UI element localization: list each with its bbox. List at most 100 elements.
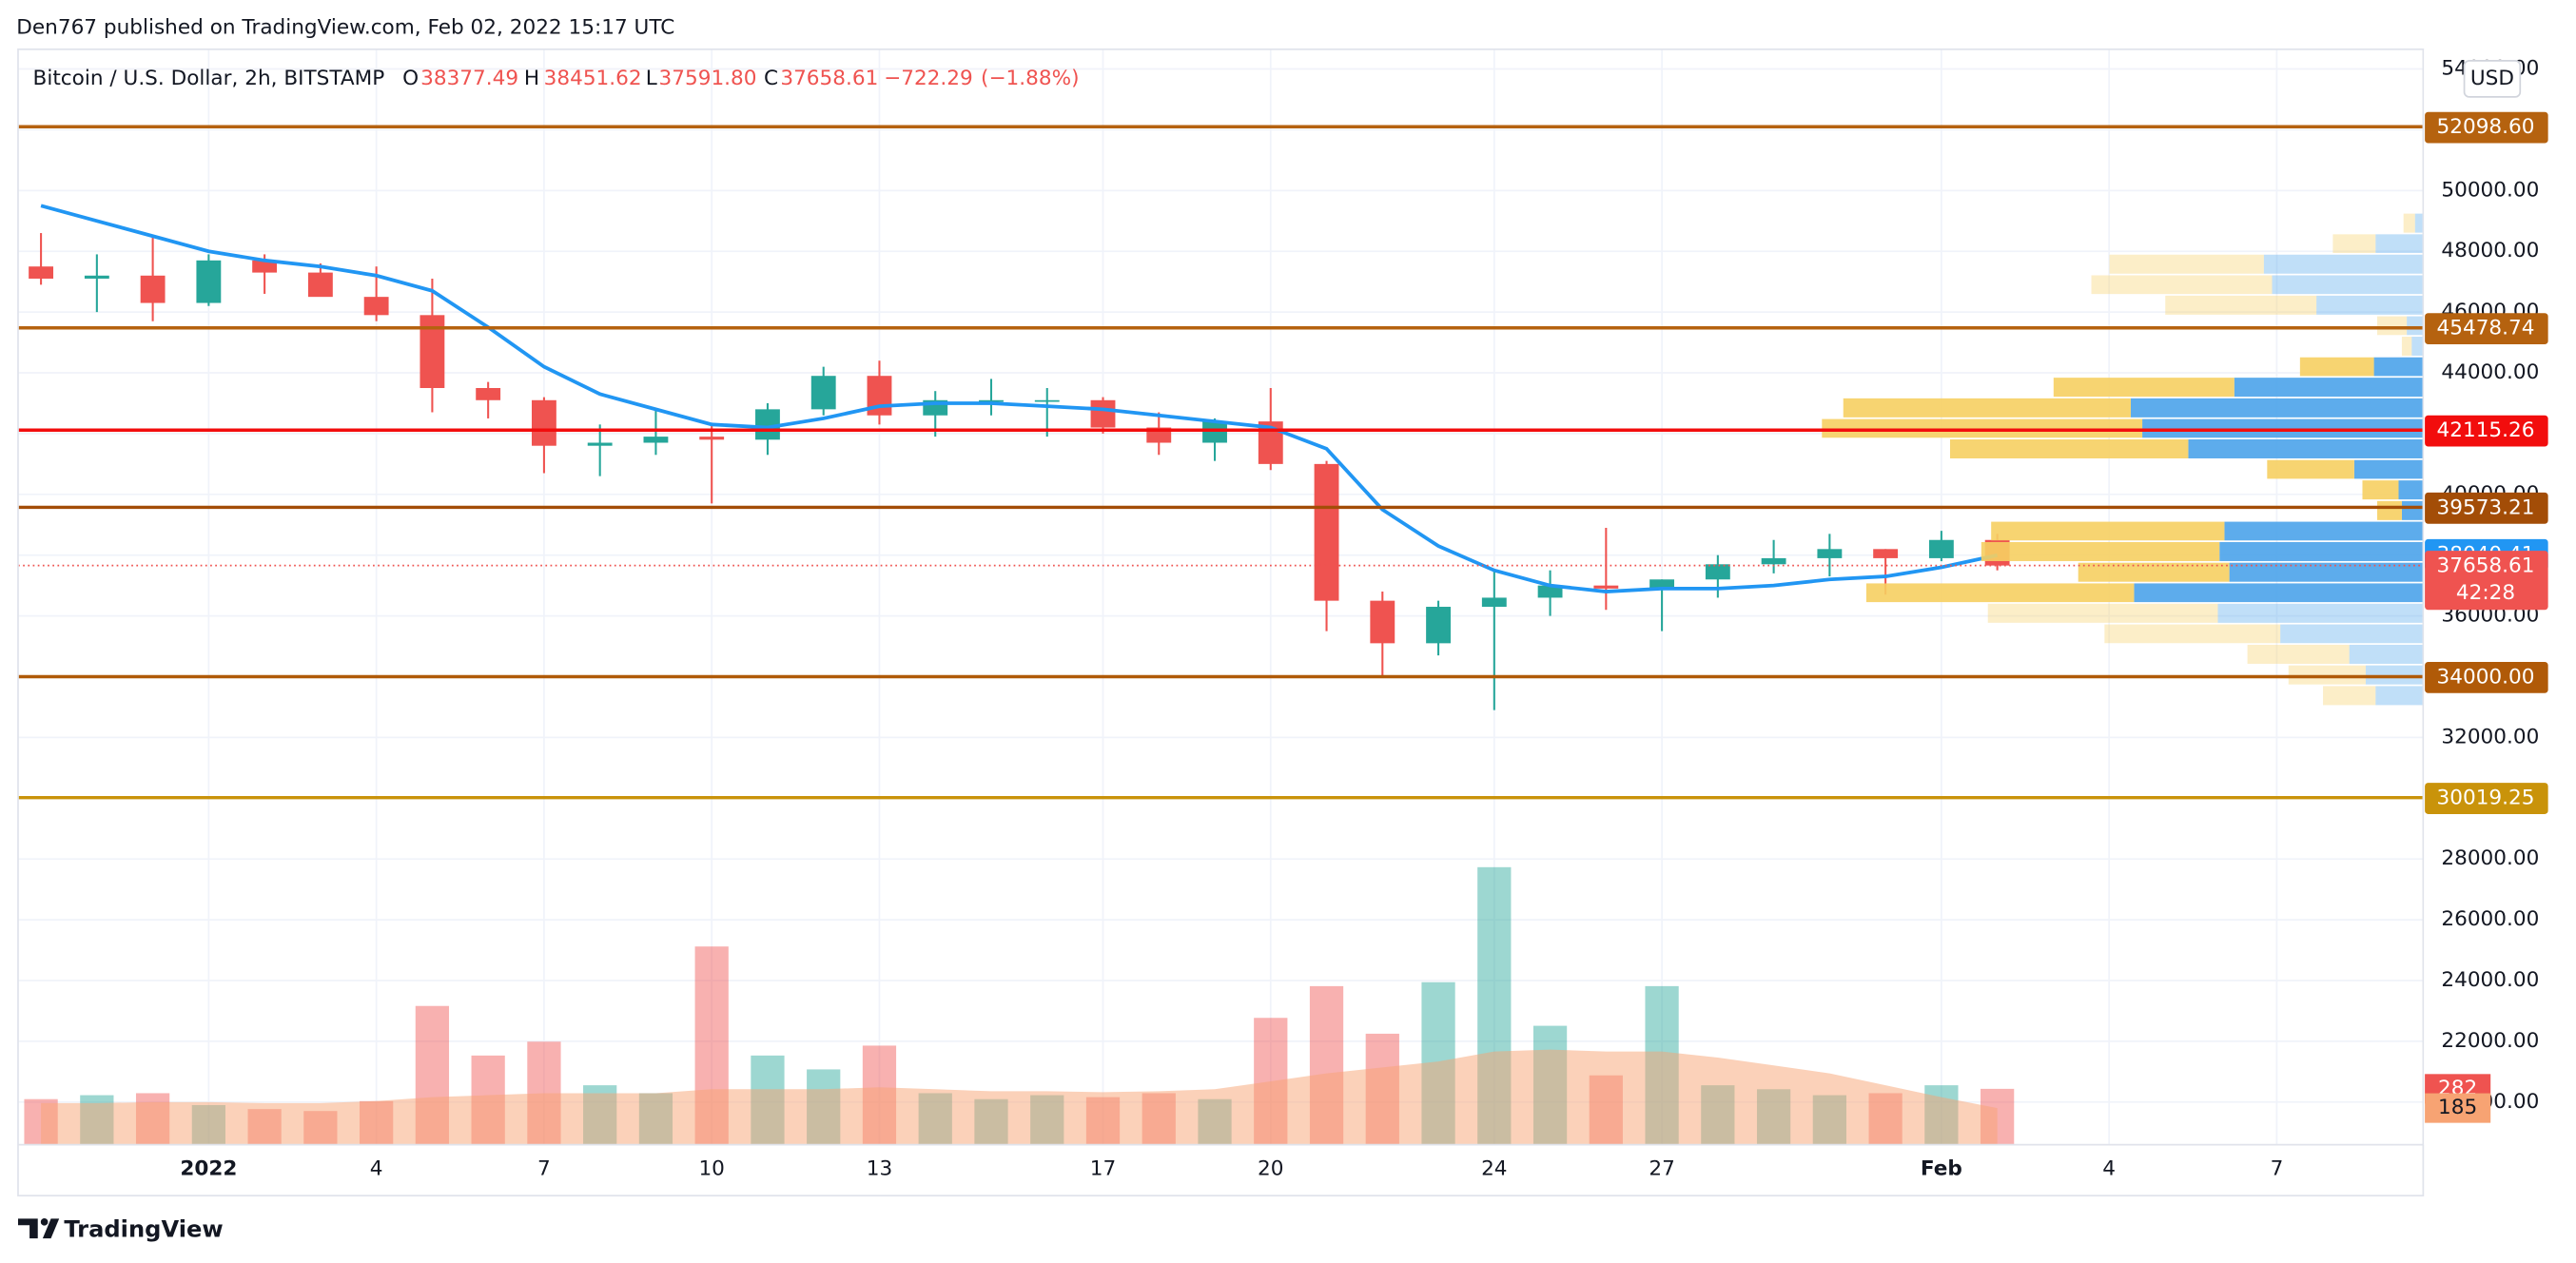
ohlc-key: L [646, 67, 657, 90]
level-tag-bg [2425, 313, 2548, 345]
candle-body [531, 399, 556, 446]
ohlc-key: H [524, 67, 539, 90]
change: −722.29 [884, 67, 973, 90]
profile-down [2377, 316, 2408, 336]
level-tag: 30019.25 [2437, 787, 2535, 810]
x-tick-label: 17 [1090, 1157, 1116, 1181]
profile-up [2130, 398, 2424, 418]
y-tick-label: 26000.00 [2441, 907, 2539, 931]
candle-body [1034, 399, 1060, 402]
profile-down [2362, 480, 2399, 500]
brand: TradingView [64, 1215, 223, 1242]
y-tick-label: 48000.00 [2441, 239, 2539, 262]
profile-up [2134, 583, 2424, 603]
logo-mark [17, 1218, 38, 1239]
volume-ma-area [41, 1049, 1998, 1145]
change-pct: (−1.88%) [981, 67, 1079, 90]
profile-up [2188, 438, 2424, 458]
candle-body [196, 260, 222, 303]
profile-up [2353, 459, 2424, 479]
level-tag-bg [2425, 783, 2548, 814]
profile-up [2414, 213, 2424, 233]
ohlc-value: 37658.61 [780, 67, 878, 90]
currency-label[interactable]: USD [2470, 67, 2514, 90]
profile-up [2373, 357, 2424, 377]
candle-body [252, 260, 278, 273]
x-tick-label: 13 [867, 1157, 892, 1181]
candle-body [1928, 539, 1954, 558]
x-tick-label: 4 [2102, 1157, 2116, 1181]
level-tag: 42115.26 [2437, 418, 2535, 442]
profile-down [2091, 275, 2273, 295]
profile-down [2288, 665, 2366, 685]
candle-body [29, 266, 54, 279]
profile-down [2323, 686, 2376, 706]
price-tag-bg [2425, 551, 2548, 611]
profile-up [2375, 234, 2424, 254]
profile-down [2267, 459, 2354, 479]
y-tick-label: 44000.00 [2441, 360, 2539, 384]
candle-body [363, 297, 389, 316]
profile-down [2299, 357, 2374, 377]
level-tag: 45478.74 [2437, 317, 2535, 340]
profile-down [2247, 644, 2350, 664]
ohlc-key: C [764, 67, 778, 90]
plot-border [17, 48, 2425, 1197]
level-tag: 34000.00 [2437, 665, 2535, 689]
ohlc-value: 37591.80 [659, 67, 757, 90]
candle-body [1761, 557, 1786, 565]
level-tag: 39573.21 [2437, 495, 2535, 519]
logo-slash [42, 1218, 60, 1239]
profile-down [2104, 624, 2281, 644]
profile-up [2401, 500, 2424, 520]
profile-up [2280, 624, 2424, 644]
candle-body [1090, 399, 1116, 428]
profile-up [2229, 562, 2424, 582]
profile-down [1981, 541, 2220, 561]
profile-up [2272, 275, 2424, 295]
plot-area [17, 49, 2424, 1145]
currency-button[interactable] [2463, 60, 2522, 98]
candle-body [1370, 600, 1395, 644]
profile-up [2398, 480, 2424, 500]
profile-down [2401, 337, 2412, 357]
profile-down [2332, 234, 2376, 254]
candle-body [1649, 579, 1675, 589]
x-tick-label: 24 [1481, 1157, 1507, 1181]
profile-down [2403, 213, 2415, 233]
price-axis: 20000.0022000.0024000.0026000.0028000.00… [2424, 49, 2576, 1145]
logo-dot [40, 1218, 49, 1226]
candle-body [699, 437, 725, 440]
volume-ma-tag: 185 [2438, 1096, 2477, 1119]
price-tag: 37658.61 [2437, 554, 2535, 577]
candle-body [1537, 585, 1563, 598]
profile-up [2375, 686, 2424, 706]
profile-up [2142, 418, 2424, 438]
profile-down [1949, 438, 2189, 458]
candle-body [1202, 421, 1227, 443]
x-tick-label: 27 [1649, 1157, 1674, 1181]
y-tick-label: 32000.00 [2441, 725, 2539, 748]
profile-down [2109, 254, 2264, 274]
profile-down [1843, 398, 2131, 418]
candle-body [1705, 564, 1730, 580]
author-line: Den767 published on TradingView.com, Feb… [16, 15, 674, 39]
candle-body [643, 437, 669, 443]
ma-line [40, 204, 1999, 593]
profile-down [2053, 378, 2234, 398]
symbol-title: Bitcoin / U.S. Dollar, 2h, BITSTAMP [33, 67, 385, 90]
candle-body [140, 275, 166, 303]
ohlc-value: 38451.62 [544, 67, 642, 90]
profile-up [2224, 521, 2424, 541]
x-tick-label: 4 [370, 1157, 383, 1181]
x-tick-label: 2022 [180, 1157, 237, 1181]
level-tag-bg [2425, 492, 2548, 524]
candle-body [476, 387, 501, 400]
profile-down [1987, 603, 2218, 623]
ohlc-value: 38377.49 [420, 67, 518, 90]
profile-up [2407, 316, 2424, 336]
x-tick-label: 7 [537, 1157, 551, 1181]
ohlc-key: O [402, 67, 419, 90]
x-tick-label: 7 [2271, 1157, 2284, 1181]
